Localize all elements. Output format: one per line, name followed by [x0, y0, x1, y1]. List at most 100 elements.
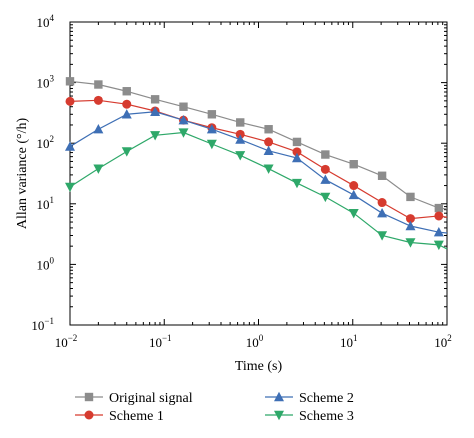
data-point	[377, 171, 387, 180]
y-tick-label-exponent: 4	[50, 13, 55, 23]
legend-item: Scheme 2	[265, 391, 354, 406]
data-point	[292, 137, 302, 147]
data-point	[178, 128, 189, 138]
data-point	[349, 181, 359, 191]
data-point	[320, 174, 331, 184]
x-axis-title: Time (s)	[235, 359, 283, 374]
x-tick-label: 10−1	[149, 333, 172, 350]
x-tick-label-base: 10	[434, 335, 447, 350]
series-2	[65, 95, 448, 224]
series-3	[65, 106, 448, 237]
data-point	[320, 164, 330, 174]
legend-marker	[84, 410, 94, 420]
data-point	[348, 189, 359, 200]
axis-labels: 10−2 10−1 100 101 10210−1100101102103104Time…	[15, 13, 452, 374]
data-point	[291, 152, 302, 163]
data-point	[291, 178, 302, 189]
data-point	[377, 207, 388, 218]
data-point	[433, 226, 444, 237]
y-tick-label: 103	[37, 74, 55, 91]
y-tick-label-base: 10	[37, 257, 50, 272]
y-tick-label-exponent: 3	[50, 74, 55, 84]
x-tick-label: 101	[340, 333, 358, 350]
legend-item: Scheme 3	[265, 409, 354, 424]
data-point	[377, 231, 388, 241]
plot-frame	[69, 21, 448, 326]
data-point	[292, 147, 302, 157]
data-point	[405, 220, 416, 231]
data-point	[348, 208, 359, 219]
x-tick-label-base: 10	[246, 335, 259, 350]
series-lines	[65, 77, 448, 251]
y-axis-title: Allan variance (°/h)	[15, 118, 30, 230]
legend-item: Scheme 1	[75, 409, 164, 424]
legend: Original signal Scheme 1 Scheme 2 Scheme 3	[75, 391, 354, 424]
x-tick-label-base: 10	[340, 335, 353, 350]
y-tick-label-base: 10	[31, 318, 44, 333]
data-point	[264, 125, 273, 134]
x-tick-label-base: 10	[149, 335, 162, 350]
data-point	[263, 164, 274, 174]
data-point	[150, 95, 160, 104]
y-tick-label-exponent: −1	[44, 316, 54, 326]
x-tick-label-exponent: 2	[447, 333, 452, 343]
x-tick-label: 10−2	[55, 333, 78, 350]
data-point	[65, 141, 75, 151]
data-point	[94, 80, 103, 89]
x-tick-label: 102	[434, 333, 452, 350]
y-tick-label: 10−1	[31, 316, 54, 333]
data-point	[264, 137, 274, 147]
y-tick-label-base: 10	[37, 76, 50, 91]
data-point	[235, 151, 246, 161]
y-tick-label: 100	[37, 255, 55, 272]
data-point	[406, 192, 415, 202]
x-tick-label-exponent: 0	[259, 333, 264, 343]
y-tick-label-exponent: 0	[50, 255, 55, 265]
data-point	[207, 110, 217, 119]
legend-marker	[274, 410, 284, 421]
data-point	[405, 238, 416, 248]
legend-item: Original signal	[75, 391, 193, 406]
data-point	[349, 160, 358, 169]
data-point	[206, 139, 217, 150]
data-point	[93, 95, 103, 105]
data-point	[121, 147, 132, 157]
data-point	[65, 182, 75, 193]
legend-label: Scheme 3	[299, 409, 354, 424]
data-point	[321, 150, 330, 159]
y-tick-label-base: 10	[37, 15, 50, 30]
data-point	[121, 109, 132, 119]
series-line	[69, 111, 448, 234]
y-tick-label: 104	[37, 13, 55, 30]
series-4	[65, 128, 448, 251]
data-point	[235, 134, 246, 144]
y-tick-label-base: 10	[37, 136, 50, 151]
x-tick-label-base: 10	[55, 335, 68, 350]
y-tick-label: 101	[37, 195, 55, 212]
data-point	[150, 106, 161, 116]
data-point	[178, 114, 189, 125]
y-tick-label-base: 10	[37, 197, 50, 212]
data-point	[93, 164, 104, 174]
legend-label: Scheme 1	[109, 409, 164, 424]
y-tick-label-exponent: 2	[50, 134, 55, 144]
x-tick-label-exponent: −2	[68, 333, 78, 343]
data-point	[320, 192, 331, 203]
data-point	[150, 131, 161, 141]
data-point	[206, 124, 217, 134]
data-point	[434, 211, 444, 221]
legend-marker	[274, 391, 284, 402]
data-point	[377, 198, 387, 208]
y-tick-label: 102	[37, 134, 55, 151]
y-tick-label-exponent: 1	[50, 195, 55, 205]
legend-label: Original signal	[109, 391, 193, 406]
series-1	[65, 77, 448, 213]
data-point	[434, 203, 444, 213]
data-point	[263, 145, 274, 155]
data-point	[65, 96, 75, 106]
data-point	[236, 118, 245, 127]
x-tick-label: 100	[246, 333, 264, 350]
data-point	[122, 99, 132, 109]
